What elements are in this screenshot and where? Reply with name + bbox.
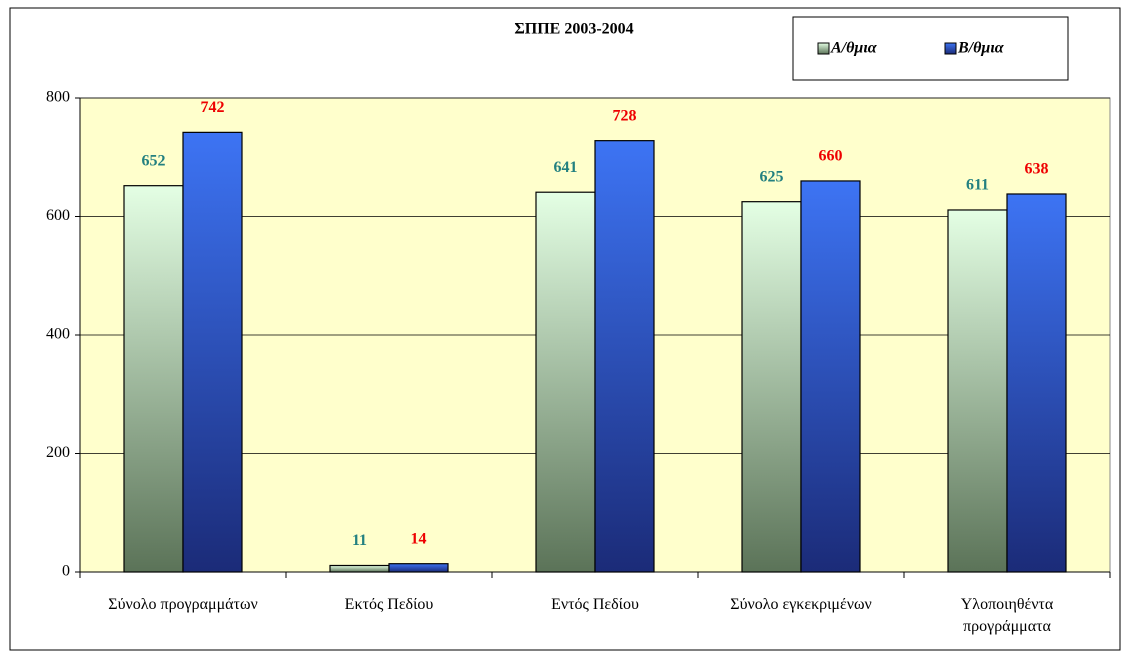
bar bbox=[947, 209, 1008, 573]
x-tick-label: Εντός Πεδίου bbox=[551, 596, 639, 613]
legend-swatch bbox=[944, 42, 957, 55]
chart-title: ΣΠΠΕ 2003-2004 bbox=[514, 21, 633, 38]
data-label: 638 bbox=[1025, 161, 1049, 178]
data-label: 641 bbox=[554, 159, 578, 176]
data-label: 652 bbox=[142, 152, 166, 169]
data-label: 14 bbox=[411, 530, 427, 547]
y-tick-label: 200 bbox=[46, 444, 70, 461]
data-label: 728 bbox=[613, 107, 637, 124]
legend-label: Α/θμια bbox=[830, 40, 878, 57]
x-tick-label: Υλοποιηθέντα προγράμματα bbox=[960, 596, 1054, 635]
bar bbox=[182, 131, 243, 573]
data-label: 625 bbox=[760, 168, 784, 185]
bar bbox=[594, 140, 655, 573]
y-tick-label: 400 bbox=[46, 326, 70, 343]
data-label: 11 bbox=[352, 532, 367, 549]
legend-label: Β/θμια bbox=[957, 40, 1005, 57]
legend bbox=[792, 16, 1069, 81]
x-tick-label: Σύνολο εγκεκριμένων bbox=[730, 596, 872, 613]
y-tick-label: 600 bbox=[46, 207, 70, 224]
y-tick-label: 0 bbox=[62, 563, 70, 580]
bar bbox=[741, 201, 802, 573]
bar bbox=[1006, 193, 1067, 573]
data-label: 742 bbox=[201, 99, 225, 116]
data-label: 660 bbox=[819, 148, 843, 165]
legend-swatch bbox=[817, 42, 830, 55]
x-tick-label: Εκτός Πεδίου bbox=[344, 596, 434, 613]
x-tick-label: Σύνολο προγραμμάτων bbox=[108, 596, 258, 613]
bar bbox=[388, 563, 449, 573]
bar bbox=[329, 564, 390, 573]
bar bbox=[800, 180, 861, 573]
bar bbox=[123, 185, 184, 573]
bar bbox=[535, 191, 596, 573]
data-label: 611 bbox=[966, 177, 989, 194]
y-tick-label: 800 bbox=[46, 89, 70, 106]
